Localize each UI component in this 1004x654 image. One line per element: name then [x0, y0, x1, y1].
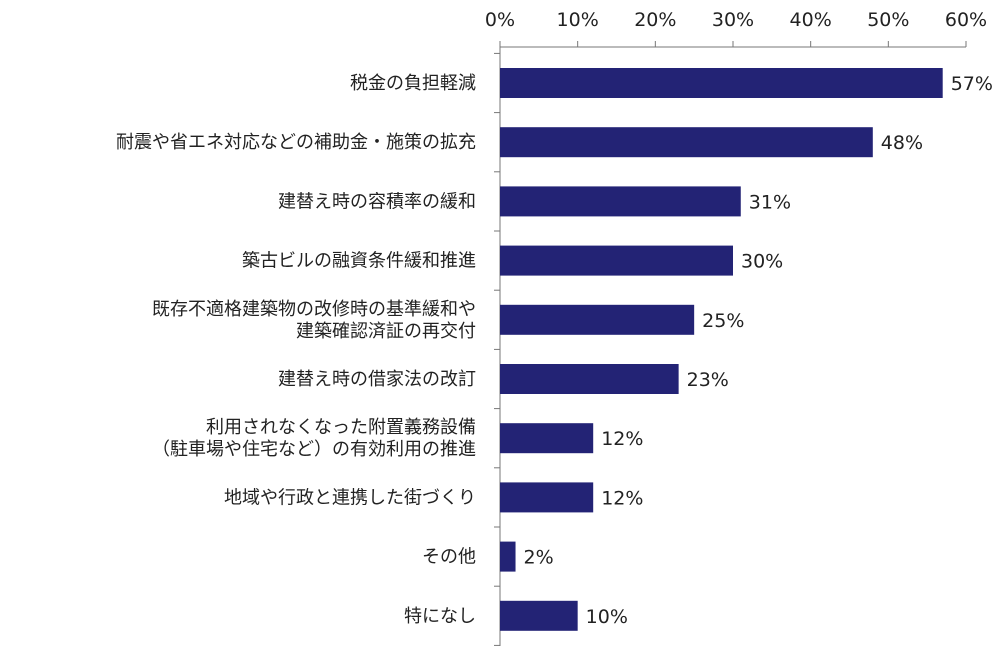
- bar-value-label: 12%: [601, 428, 643, 450]
- category-label: 建替え時の借家法の改訂: [278, 369, 476, 390]
- bar-value-label: 31%: [749, 191, 791, 213]
- category-label-line: 特になし: [404, 606, 476, 627]
- bar-value-label: 10%: [586, 606, 628, 628]
- category-label-line: 建替え時の借家法の改訂: [278, 369, 476, 390]
- bar: [500, 541, 516, 572]
- bar: [500, 600, 578, 631]
- category-label: 既存不適格建築物の改修時の基準緩和や建築確認済証の再交付: [152, 299, 476, 342]
- category-label: 地域や行政と連携した街づくり: [224, 487, 476, 508]
- bar: [500, 186, 741, 217]
- bar-value-label: 2%: [524, 547, 554, 569]
- x-tick-label: 0%: [485, 9, 515, 31]
- bar: [500, 364, 679, 394]
- bar: [500, 68, 943, 98]
- category-label-line: 税金の負担軽減: [350, 73, 476, 94]
- bar-value-label: 57%: [951, 73, 993, 95]
- bar-value-label: 48%: [881, 132, 923, 154]
- x-tick-label: 60%: [945, 9, 987, 31]
- category-label-line: 地域や行政と連携した街づくり: [224, 487, 476, 508]
- category-label-line: 建替え時の容積率の緩和: [278, 191, 476, 212]
- category-label-line: （駐車場や住宅など）の有効利用の推進: [152, 439, 476, 460]
- category-label: 税金の負担軽減: [350, 73, 476, 94]
- bar-value-label: 30%: [741, 251, 783, 273]
- bar: [500, 127, 873, 158]
- bar-value-label: 23%: [687, 369, 729, 391]
- x-tick-label: 30%: [712, 9, 754, 31]
- x-tick-label: 10%: [557, 9, 599, 31]
- category-label-line: 利用されなくなった附置義務設備: [206, 417, 476, 438]
- bar: [500, 245, 733, 276]
- category-label: その他: [422, 547, 476, 568]
- bar: [500, 423, 594, 454]
- bar: [500, 304, 695, 335]
- x-tick-label: 50%: [867, 9, 909, 31]
- category-label: 利用されなくなった附置義務設備（駐車場や住宅など）の有効利用の推進: [152, 417, 476, 460]
- bar-value-label: 25%: [702, 310, 744, 332]
- category-label: 築古ビルの融資条件緩和推進: [242, 251, 476, 272]
- bar-value-label: 12%: [601, 487, 643, 509]
- category-label-line: その他: [422, 547, 476, 568]
- category-label-line: 耐震や省エネ対応などの補助金・施策の拡充: [116, 132, 476, 153]
- category-label-line: 築古ビルの融資条件緩和推進: [242, 251, 476, 272]
- x-tick-label: 40%: [790, 9, 832, 31]
- category-label-line: 建築確認済証の再交付: [296, 321, 476, 342]
- bar: [500, 482, 594, 513]
- x-tick-label: 20%: [634, 9, 676, 31]
- category-label-line: 既存不適格建築物の改修時の基準緩和や: [152, 299, 476, 320]
- category-label: 建替え時の容積率の緩和: [278, 191, 476, 212]
- category-label: 特になし: [404, 606, 476, 627]
- category-label: 耐震や省エネ対応などの補助金・施策の拡充: [116, 132, 476, 153]
